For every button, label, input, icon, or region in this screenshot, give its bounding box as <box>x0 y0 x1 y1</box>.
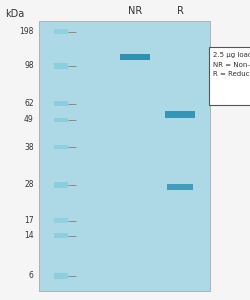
Text: 17: 17 <box>24 216 34 225</box>
Text: 2.5 μg loading
NR = Non-reduced
R = Reduced: 2.5 μg loading NR = Non-reduced R = Redu… <box>213 52 250 77</box>
Text: 198: 198 <box>20 27 34 36</box>
FancyBboxPatch shape <box>54 101 68 106</box>
FancyBboxPatch shape <box>54 233 68 238</box>
Text: 14: 14 <box>24 231 34 240</box>
FancyBboxPatch shape <box>54 118 68 122</box>
FancyBboxPatch shape <box>54 218 68 223</box>
Text: R: R <box>176 7 184 16</box>
FancyBboxPatch shape <box>120 54 150 60</box>
Text: 28: 28 <box>24 180 34 189</box>
Text: 38: 38 <box>24 142 34 152</box>
FancyBboxPatch shape <box>54 63 68 69</box>
Text: 6: 6 <box>29 272 34 280</box>
Text: 49: 49 <box>24 116 34 124</box>
Text: NR: NR <box>128 7 142 16</box>
FancyBboxPatch shape <box>167 184 193 190</box>
Text: 98: 98 <box>24 61 34 70</box>
Text: 62: 62 <box>24 99 34 108</box>
Text: kDa: kDa <box>5 9 24 19</box>
FancyBboxPatch shape <box>39 21 210 291</box>
FancyBboxPatch shape <box>165 111 195 118</box>
FancyBboxPatch shape <box>209 46 250 105</box>
FancyBboxPatch shape <box>54 273 68 279</box>
FancyBboxPatch shape <box>54 145 68 149</box>
FancyBboxPatch shape <box>54 29 68 34</box>
FancyBboxPatch shape <box>54 182 68 188</box>
